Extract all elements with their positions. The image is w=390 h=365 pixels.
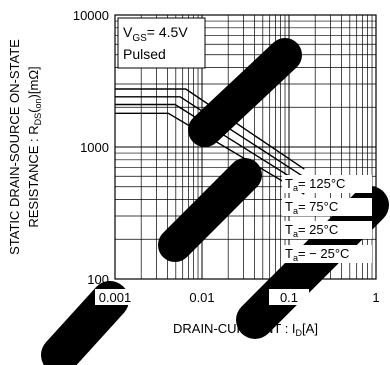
watermark-stroke-3 bbox=[188, 38, 302, 147]
x-tick-label: 0.01 bbox=[189, 290, 214, 305]
x-tick-label-bg bbox=[356, 289, 390, 305]
series-line-1 bbox=[115, 88, 305, 170]
series-line-3 bbox=[115, 103, 305, 187]
annotation-frame bbox=[117, 17, 206, 69]
plot-frame bbox=[114, 14, 377, 280]
series-label-bg bbox=[282, 245, 372, 263]
annotation-line1: VGS= 4.5V bbox=[123, 24, 188, 44]
annotation-line2: Pulsed bbox=[123, 46, 166, 62]
x-tick-label-bg bbox=[95, 289, 135, 305]
y-axis-label-line1: STATIC DRAIN-SOURCE ON-STATE bbox=[7, 39, 22, 255]
y-tick-label: 100 bbox=[87, 272, 109, 287]
watermark-stroke-2 bbox=[158, 158, 262, 262]
annotation-box: VGS= 4.5V Pulsed bbox=[117, 17, 206, 69]
x-axis-label: DRAIN-CURRENT : ID[A] bbox=[173, 321, 318, 338]
x-tick-label: 0.1 bbox=[280, 290, 298, 305]
series-label-bg bbox=[282, 198, 372, 216]
series-line-2 bbox=[115, 96, 305, 178]
series-label-4: Ta= − 25°C bbox=[285, 246, 349, 263]
series-label-1: Ta= 125°C bbox=[285, 176, 345, 193]
y-tick-label: 1000 bbox=[80, 140, 109, 155]
tick-labels: 0.001 0.01 0.1 1 100 1000 10000 bbox=[73, 8, 390, 305]
x-tick-label: 1 bbox=[372, 290, 379, 305]
x-tick-label-bg bbox=[269, 289, 309, 305]
watermark-stroke-1 bbox=[41, 281, 129, 365]
y-tick-label: 10000 bbox=[73, 8, 109, 23]
series-label-3: Ta= 25°C bbox=[285, 222, 338, 239]
x-tick-label-bg bbox=[182, 289, 222, 305]
series-label-2: Ta= 75°C bbox=[285, 199, 338, 216]
y-axis-label-line2: RESISTANCE : RDS(on)[mΩ] bbox=[26, 66, 43, 227]
series-labels: Ta= 125°C Ta= 75°C Ta= 25°C Ta= − 25°C bbox=[282, 175, 372, 263]
series-label-bg bbox=[282, 221, 372, 239]
x-tick-label: 0.001 bbox=[99, 290, 132, 305]
series-label-bg bbox=[282, 175, 372, 193]
y-axis-label: STATIC DRAIN-SOURCE ON-STATE RESISTANCE … bbox=[7, 39, 43, 255]
